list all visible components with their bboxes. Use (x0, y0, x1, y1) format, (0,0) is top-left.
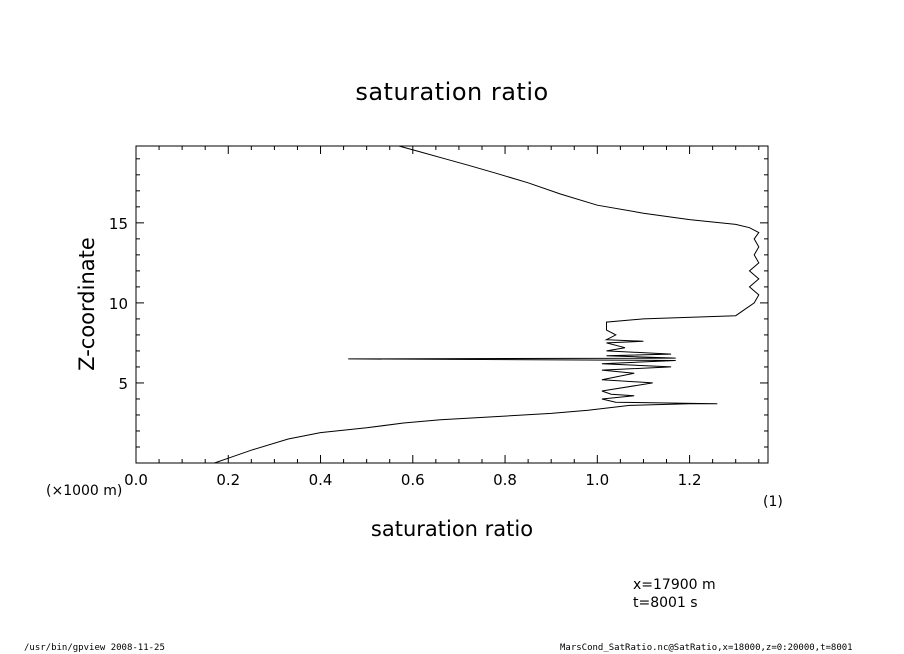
y-tick-label: 10 (109, 295, 128, 313)
footer-program-date: /usr/bin/gpview 2008-11-25 (24, 643, 165, 653)
ticks (135, 146, 768, 463)
info-time: t=8001 s (633, 595, 698, 611)
info-x-position: x=17900 m (633, 577, 716, 593)
series-group (214, 145, 760, 464)
chart-title: saturation ratio (355, 78, 549, 106)
y-tick-label: 5 (118, 375, 128, 393)
series-line (214, 145, 760, 464)
tick-labels: 0.0 0.2 0.4 0.6 0.8 1.0 1.2 5 10 15 (109, 215, 702, 489)
x-axis-label: saturation ratio (370, 517, 534, 541)
x-axis-unit-label: (1) (763, 494, 783, 510)
x-tick-label: 0.4 (309, 471, 333, 489)
y-axis-label: Z-coordinate (75, 237, 99, 371)
plot-frame (135, 145, 769, 464)
y-axis-unit-label: (×1000 m) (46, 483, 123, 499)
x-tick-label: 0.0 (124, 471, 148, 489)
footer-data-source: MarsCond_SatRatio.nc@SatRatio,x=18000,z=… (560, 643, 853, 653)
x-tick-label: 0.2 (216, 471, 240, 489)
x-tick-label: 0.8 (493, 471, 517, 489)
x-tick-label: 1.2 (678, 471, 702, 489)
x-tick-label: 1.0 (585, 471, 609, 489)
x-tick-label: 0.6 (401, 471, 425, 489)
y-tick-label: 15 (109, 215, 128, 233)
